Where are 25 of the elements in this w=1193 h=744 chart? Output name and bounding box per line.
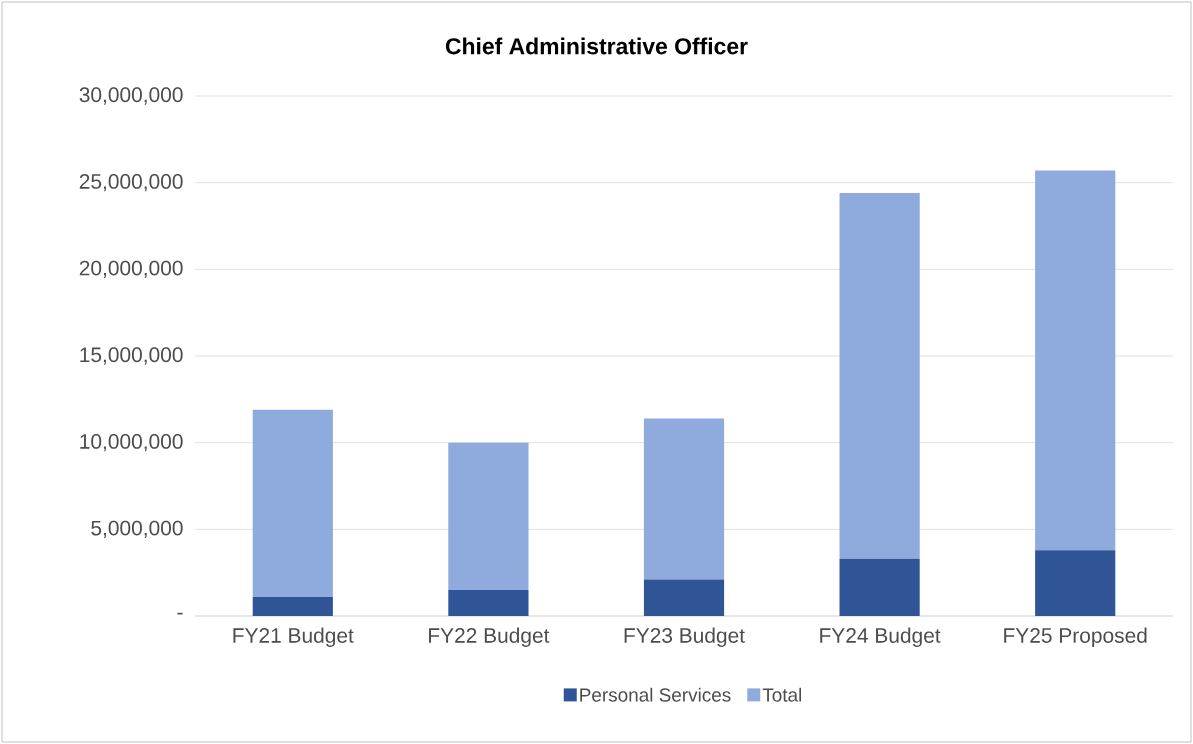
y-tick-label: 20,000,000 — [79, 260, 183, 278]
y-tick-label: 30,000,000 — [79, 87, 183, 105]
y-tick-label: 5,000,000 — [91, 520, 183, 538]
x-tick-label: FY21 Budget — [233, 627, 354, 648]
x-tick-label: FY24 Budget — [820, 627, 941, 648]
bar — [839, 193, 920, 559]
legend-label: Personal Services — [580, 687, 731, 702]
x-tick-label: FY22 Budget — [429, 627, 550, 648]
bar — [1035, 550, 1116, 616]
bar — [643, 579, 725, 616]
bar — [448, 442, 529, 590]
y-tick-label: - — [177, 612, 183, 615]
bar — [839, 558, 920, 616]
bar — [643, 418, 725, 580]
bar — [1035, 170, 1116, 551]
x-tick-label: FY25 Proposed — [1004, 627, 1147, 648]
legend-label: Total — [762, 687, 802, 702]
y-tick-label: 15,000,000 — [80, 347, 183, 365]
bar — [252, 596, 333, 616]
bar — [252, 409, 333, 597]
chart-title: Chief Administrative Officer — [445, 37, 748, 55]
x-tick-label: FY23 Budget — [624, 627, 745, 648]
y-tick-label: 10,000,000 — [80, 434, 183, 452]
y-tick-label: 25,000,000 — [79, 174, 183, 192]
bar — [448, 590, 529, 616]
